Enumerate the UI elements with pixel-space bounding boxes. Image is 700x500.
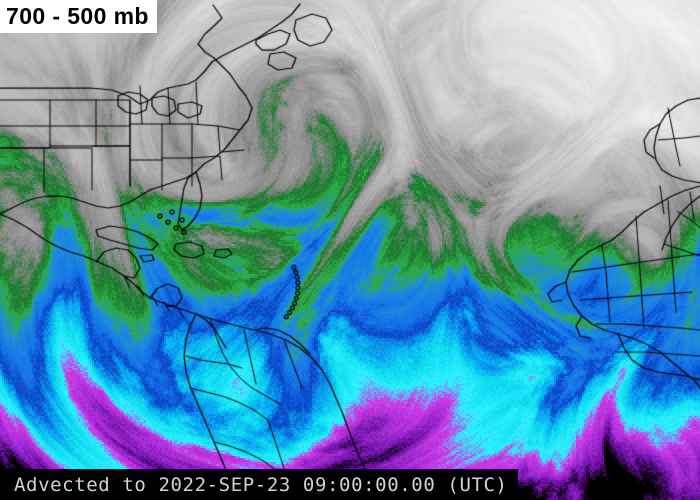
page-title: 700 - 500 mb bbox=[6, 3, 149, 29]
timestamp-label: Advected to 2022-SEP-23 09:00:00.00 (UTC… bbox=[14, 473, 508, 496]
layer-title-plate: 700 - 500 mb bbox=[0, 0, 157, 33]
timestamp-caption-bar: Advected to 2022-SEP-23 09:00:00.00 (UTC… bbox=[0, 469, 518, 500]
